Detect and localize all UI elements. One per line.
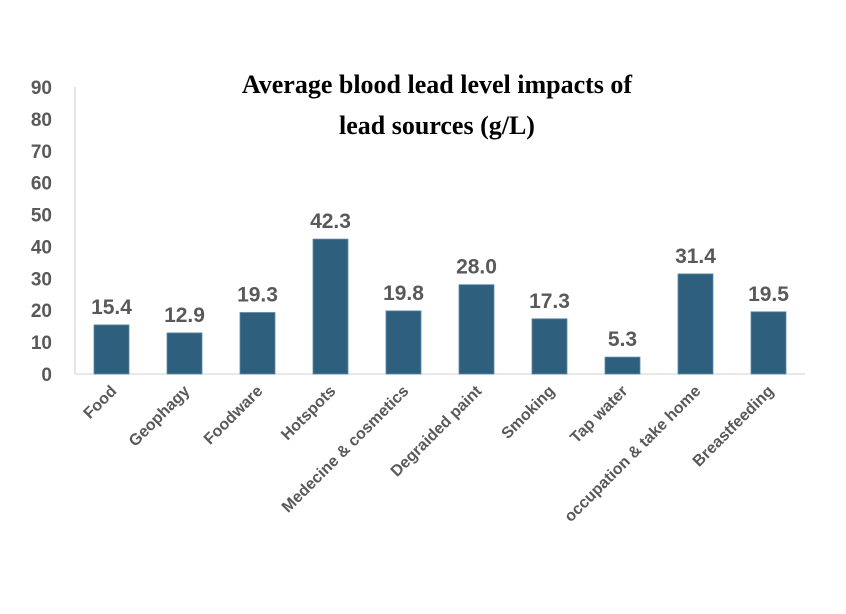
data-label: 19.3 [237, 284, 278, 307]
y-axis-ticks: 0 10 20 30 40 50 60 70 80 90 [31, 78, 52, 386]
bar [312, 238, 349, 375]
y-tick-label: 60 [31, 174, 52, 195]
bar [604, 356, 641, 375]
data-label: 17.3 [529, 290, 570, 313]
y-tick-label: 90 [31, 78, 52, 99]
x-tick-label: Food [81, 383, 121, 423]
bar [750, 311, 787, 375]
y-tick-label: 30 [31, 269, 52, 290]
data-label: 42.3 [310, 210, 351, 233]
bar [166, 332, 203, 375]
bar [677, 273, 714, 375]
data-label: 28.0 [456, 256, 497, 279]
chart-title-line-2: lead sources (g/L) [339, 111, 535, 140]
data-label: 15.4 [91, 296, 132, 319]
bar [93, 324, 130, 375]
x-tick-label: Medecine & cosmetics [279, 383, 412, 516]
y-tick-label: 20 [31, 301, 52, 322]
data-label: 19.8 [383, 282, 424, 305]
y-tick-label: 80 [31, 110, 52, 131]
data-label: 31.4 [675, 245, 716, 268]
y-tick-label: 50 [31, 206, 52, 227]
y-tick-label: 70 [31, 142, 52, 163]
bar [531, 318, 568, 375]
x-tick-label: Tap water [567, 383, 631, 447]
data-label: 19.5 [748, 283, 789, 306]
data-label: 12.9 [164, 304, 205, 327]
x-tick-label: Foodware [201, 383, 267, 449]
chart-title: Average blood lead level impacts of lead… [242, 70, 633, 140]
x-tick-label: Hotspots [278, 383, 339, 444]
chart-title-line-1: Average blood lead level impacts of [242, 70, 633, 99]
y-tick-label: 40 [31, 237, 52, 258]
bars [93, 238, 787, 375]
x-tick-label: Smoking [499, 383, 559, 443]
x-tick-label: Geophagy [126, 383, 193, 450]
bar [385, 310, 422, 375]
y-tick-label: 0 [41, 365, 52, 386]
data-labels: 15.4 12.9 19.3 42.3 19.8 28.0 17.3 5.3 31.4 19.5 [91, 210, 789, 351]
bar [239, 312, 276, 375]
y-tick-label: 10 [31, 333, 52, 354]
bar [458, 284, 495, 375]
x-tick-label: occupation & take home [562, 383, 705, 526]
data-label: 5.3 [608, 328, 637, 351]
